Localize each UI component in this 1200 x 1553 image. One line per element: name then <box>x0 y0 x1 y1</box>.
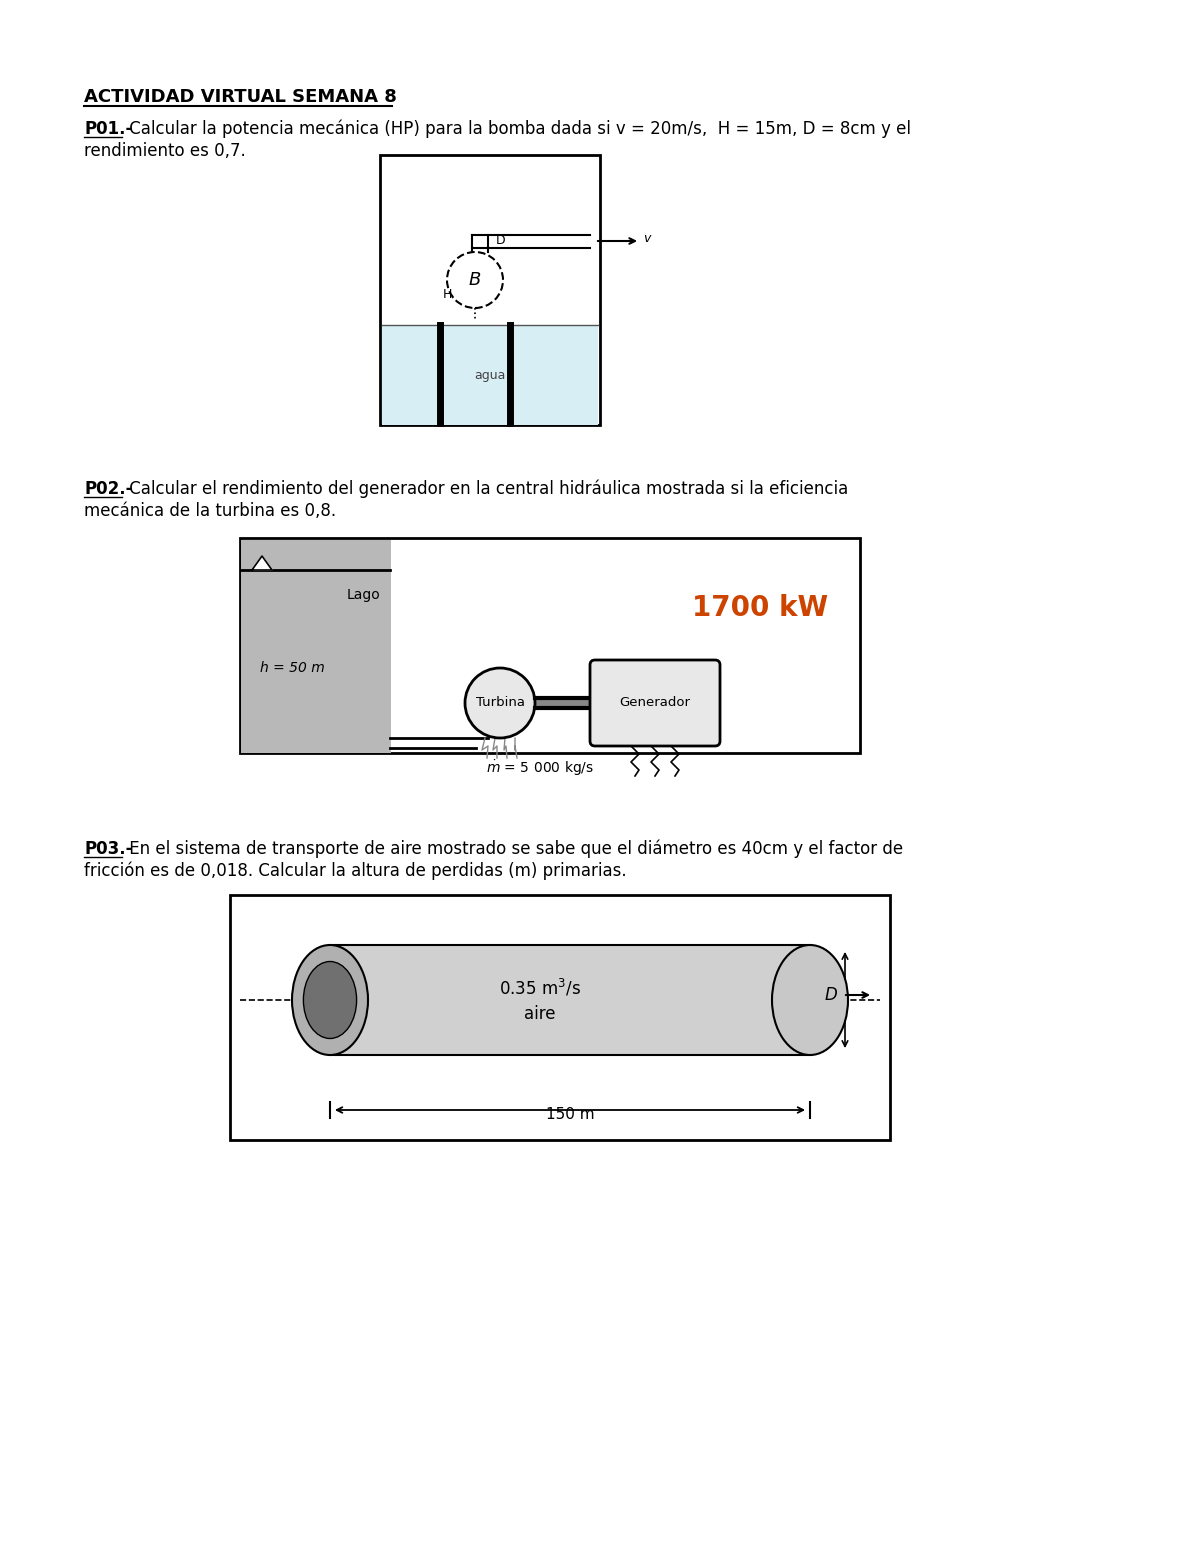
Text: P02.-: P02.- <box>84 480 132 499</box>
Ellipse shape <box>292 944 368 1054</box>
Text: P01.-: P01.- <box>84 120 132 138</box>
Bar <box>241 540 391 753</box>
Text: D: D <box>496 233 505 247</box>
Bar <box>330 944 810 1054</box>
Text: H: H <box>443 289 451 301</box>
Text: Calcular el rendimiento del generador en la central hidráulica mostrada si la ef: Calcular el rendimiento del generador en… <box>124 480 848 499</box>
Text: 0.35 m$^3$/s: 0.35 m$^3$/s <box>499 977 581 999</box>
Text: Lago: Lago <box>347 589 380 603</box>
Text: Calcular la potencia mecánica (HP) para la bomba dada si v = 20m/s,  H = 15m, D : Calcular la potencia mecánica (HP) para … <box>124 120 911 138</box>
Text: rendimiento es 0,7.: rendimiento es 0,7. <box>84 141 246 160</box>
Bar <box>382 325 598 426</box>
FancyBboxPatch shape <box>590 660 720 745</box>
Polygon shape <box>252 556 272 570</box>
Bar <box>230 895 890 1140</box>
Text: $\dot{m}$ = 5 000 kg/s: $\dot{m}$ = 5 000 kg/s <box>486 758 594 778</box>
Text: v: v <box>643 231 650 245</box>
Text: fricción es de 0,018. Calcular la altura de perdidas (m) primarias.: fricción es de 0,018. Calcular la altura… <box>84 862 626 881</box>
Text: D: D <box>826 986 838 1003</box>
Text: Turbina: Turbina <box>475 696 524 710</box>
Text: B: B <box>469 272 481 289</box>
Ellipse shape <box>772 944 848 1054</box>
Text: 150 m: 150 m <box>546 1107 594 1121</box>
Text: P03.-: P03.- <box>84 840 132 857</box>
Text: aire: aire <box>524 1005 556 1023</box>
Bar <box>380 155 600 426</box>
Text: Generador: Generador <box>619 696 690 710</box>
Polygon shape <box>535 697 590 708</box>
Circle shape <box>466 668 535 738</box>
Text: 1700 kW: 1700 kW <box>692 593 828 623</box>
Ellipse shape <box>304 961 356 1039</box>
Text: h = 50 m: h = 50 m <box>260 662 325 676</box>
Text: ACTIVIDAD VIRTUAL SEMANA 8: ACTIVIDAD VIRTUAL SEMANA 8 <box>84 89 397 106</box>
Bar <box>240 537 860 753</box>
Text: mecánica de la turbina es 0,8.: mecánica de la turbina es 0,8. <box>84 502 336 520</box>
Text: En el sistema de transporte de aire mostrado se sabe que el diámetro es 40cm y e: En el sistema de transporte de aire most… <box>124 840 904 859</box>
Text: agua: agua <box>474 368 505 382</box>
